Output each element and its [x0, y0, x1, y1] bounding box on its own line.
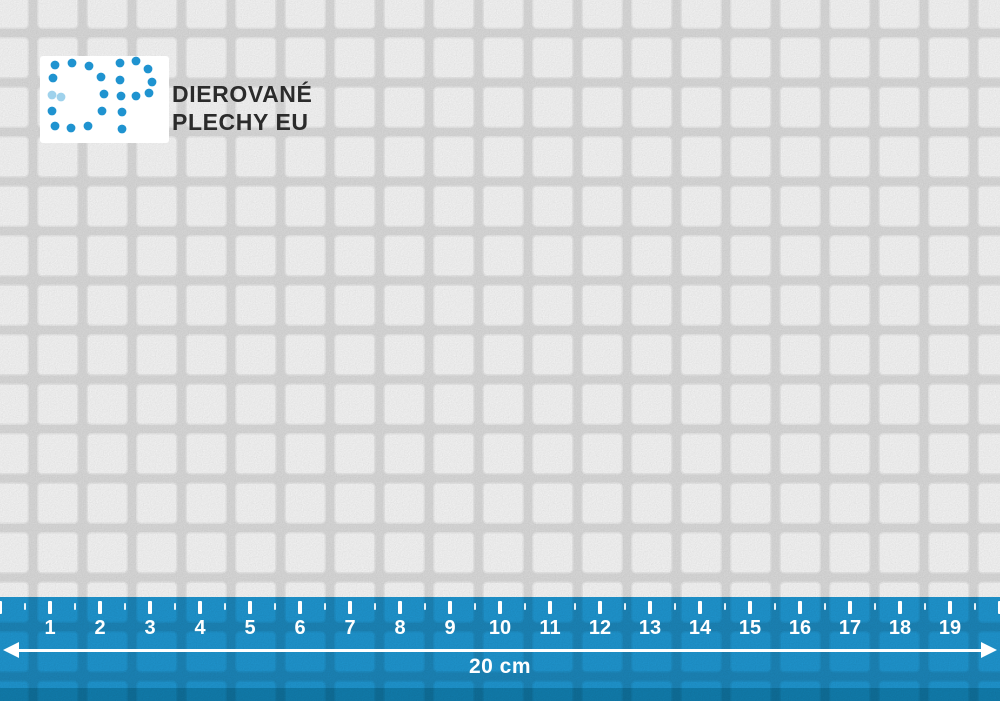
- ruler-number: 17: [838, 617, 862, 639]
- ruler-major-tick: [48, 601, 52, 614]
- ruler-number: 19: [938, 617, 962, 639]
- ruler-major-tick: [448, 601, 452, 614]
- ruler-minor-tick: [223, 603, 227, 610]
- ruler-number: 1: [44, 617, 56, 639]
- ruler-major-tick: [748, 601, 752, 614]
- ruler-major-tick: [548, 601, 552, 614]
- ruler-minor-tick: [573, 603, 577, 610]
- ruler-major-tick: [848, 601, 852, 614]
- ruler-major-tick: [648, 601, 652, 614]
- ruler-number: 18: [888, 617, 912, 639]
- arrow-left-head-icon: [3, 641, 19, 658]
- ruler-number: 12: [588, 617, 612, 639]
- measurement-ruler: 1 2 3 4 5 6 7 8 9 10 11 12 13 14 15 16 17 18 19 20 cm: [0, 597, 1000, 701]
- ruler-minor-tick: [873, 603, 877, 610]
- ruler-number: 3: [144, 617, 156, 639]
- ruler-major-tick: [298, 601, 302, 614]
- ruler-number: 15: [738, 617, 762, 639]
- ruler-minor-tick: [173, 603, 177, 610]
- ruler-major-tick: [148, 601, 152, 614]
- ruler-minor-tick: [23, 603, 27, 610]
- brand-logo: DIEROVANÉ PLECHY EU: [0, 0, 400, 160]
- ruler-minor-tick: [773, 603, 777, 610]
- ruler-minor-tick: [673, 603, 677, 610]
- ruler-minor-tick: [923, 603, 927, 610]
- ruler-major-tick: [498, 601, 502, 614]
- dimension-arrow-line: [12, 649, 988, 652]
- ruler-minor-tick: [273, 603, 277, 610]
- ruler-number: 7: [344, 617, 356, 639]
- ruler-major-tick: [248, 601, 252, 614]
- ruler-major-tick: [198, 601, 202, 614]
- ruler-number: 2: [94, 617, 106, 639]
- ruler-minor-tick: [723, 603, 727, 610]
- ruler-minor-tick: [323, 603, 327, 610]
- ruler-number: 5: [244, 617, 256, 639]
- brand-name-line2: PLECHY EU: [172, 108, 309, 135]
- ruler-major-tick: [598, 601, 602, 614]
- ruler-number: 4: [194, 617, 206, 639]
- ruler-major-tick: [698, 601, 702, 614]
- ruler-number: 10: [488, 617, 512, 639]
- ruler-number: 9: [444, 617, 456, 639]
- ruler-major-tick: [898, 601, 902, 614]
- ruler-major-tick: [0, 601, 2, 614]
- brand-name-line1: DIEROVANÉ: [172, 81, 313, 107]
- ruler-minor-tick: [523, 603, 527, 610]
- ruler-major-tick: [398, 601, 402, 614]
- ruler-minor-tick: [823, 603, 827, 610]
- ruler-minor-tick: [623, 603, 627, 610]
- ruler-minor-tick: [473, 603, 477, 610]
- ruler-number: 16: [788, 617, 812, 639]
- ruler-major-tick: [348, 601, 352, 614]
- ruler-number: 6: [294, 617, 306, 639]
- ruler-major-tick: [798, 601, 802, 614]
- dp-dots-logo-icon: [47, 56, 157, 134]
- brand-name: DIEROVANÉ PLECHY EU: [172, 81, 312, 136]
- ruler-number: 8: [394, 617, 406, 639]
- ruler-minor-tick: [123, 603, 127, 610]
- ruler-number: 11: [539, 617, 561, 639]
- ruler-minor-tick: [373, 603, 377, 610]
- arrow-right-head-icon: [981, 641, 997, 658]
- ruler-number: 14: [688, 617, 712, 639]
- ruler-major-tick: [998, 601, 1000, 614]
- total-width-label: 20 cm: [468, 655, 532, 678]
- ruler-major-tick: [98, 601, 102, 614]
- ruler-number: 13: [638, 617, 662, 639]
- ruler-minor-tick: [73, 603, 77, 610]
- ruler-bottom-edge: [0, 688, 1000, 701]
- ruler-minor-tick: [423, 603, 427, 610]
- ruler-major-tick: [948, 601, 952, 614]
- ruler-minor-tick: [973, 603, 977, 610]
